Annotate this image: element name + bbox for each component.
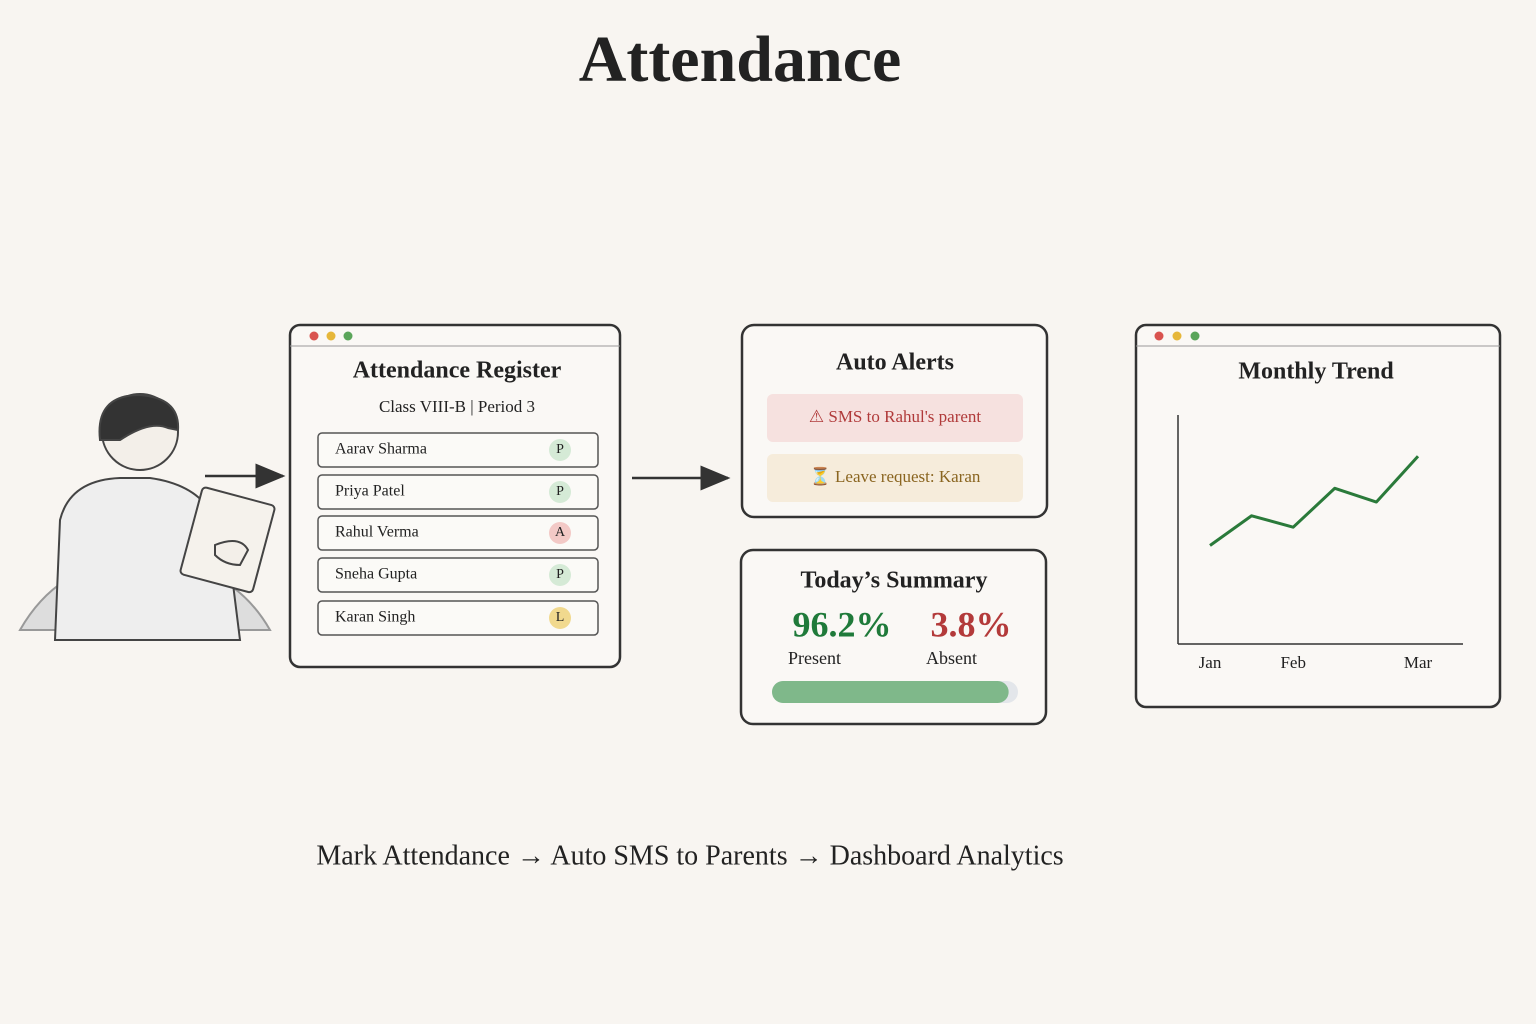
page-title: Attendance xyxy=(579,23,902,96)
status-badge xyxy=(549,439,571,461)
register-panel: Attendance Register Class VIII-B | Perio… xyxy=(288,323,622,669)
student-row xyxy=(317,557,599,593)
status-badge xyxy=(549,522,571,544)
absent-label: Absent xyxy=(926,648,977,668)
trend-line xyxy=(1209,455,1420,547)
student-name: Aarav Sharma xyxy=(335,441,427,458)
alert-text: ⚠ SMS to Rahul's parent xyxy=(809,407,982,426)
present-label: Present xyxy=(788,648,841,668)
student-row xyxy=(317,474,599,510)
status-letter: A xyxy=(555,525,566,540)
chart-title: Monthly Trend xyxy=(1238,359,1394,385)
panel-title: Today’s Summary xyxy=(801,568,988,594)
status-letter: P xyxy=(556,442,564,457)
teacher-illustration xyxy=(18,393,276,641)
student-row xyxy=(317,600,599,636)
status-letter: L xyxy=(556,610,565,625)
panel-subtitle: Class VIII-B | Period 3 xyxy=(379,397,535,416)
status-badge xyxy=(549,607,571,629)
alert-text: ⏳ Leave request: Karan xyxy=(810,466,981,486)
alert-box xyxy=(767,454,1023,502)
panel-title: Auto Alerts xyxy=(836,350,954,376)
progress-fill xyxy=(772,681,1009,703)
x-tick-label: Feb xyxy=(1280,653,1306,672)
status-badge xyxy=(549,564,571,586)
student-row xyxy=(317,432,599,468)
student-name: Sneha Gupta xyxy=(335,566,417,583)
status-letter: P xyxy=(556,484,564,499)
status-letter: P xyxy=(556,567,564,582)
status-badge xyxy=(549,481,571,503)
present-value: 96.2% xyxy=(793,604,892,644)
panel-title: Attendance Register xyxy=(353,358,562,384)
student-name: Priya Patel xyxy=(335,483,405,500)
x-tick-label: Mar xyxy=(1404,653,1433,672)
student-name: Karan Singh xyxy=(335,609,415,626)
alerts-panel: Auto Alerts ⚠ SMS to Rahul's parent ⏳ Lea… xyxy=(740,323,1049,519)
caption: Mark Attendance → Auto SMS to Parents → … xyxy=(316,840,1063,871)
summary-panel: Today’s Summary 96.2% 3.8% Present Absen… xyxy=(739,548,1048,726)
student-row xyxy=(317,515,599,551)
trend-panel: Monthly Trend Jan Feb Mar xyxy=(1134,323,1502,709)
x-tick-label: Jan xyxy=(1199,653,1222,672)
absent-value: 3.8% xyxy=(931,604,1012,644)
student-name: Rahul Verma xyxy=(335,524,419,541)
alert-box xyxy=(767,394,1023,442)
